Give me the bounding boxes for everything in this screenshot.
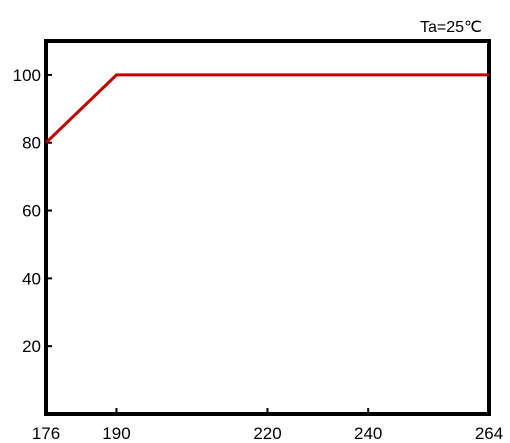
y-tick-label: 60 [22,202,41,221]
x-tick-label: 240 [354,424,382,443]
plot-frame [44,39,491,416]
x-tick-label: 176 [32,424,60,443]
y-tick-label: 40 [22,269,41,288]
derating-series-line [44,73,489,144]
x-tick-label: 264 [475,424,503,443]
y-tick-label: 80 [22,134,41,153]
y-tick-label: 100 [13,66,41,85]
y-tick-label: 20 [22,337,41,356]
x-tick-label: 220 [253,424,281,443]
temperature-annotation: Ta=25℃ [420,19,482,36]
x-tick-label: 190 [102,424,130,443]
